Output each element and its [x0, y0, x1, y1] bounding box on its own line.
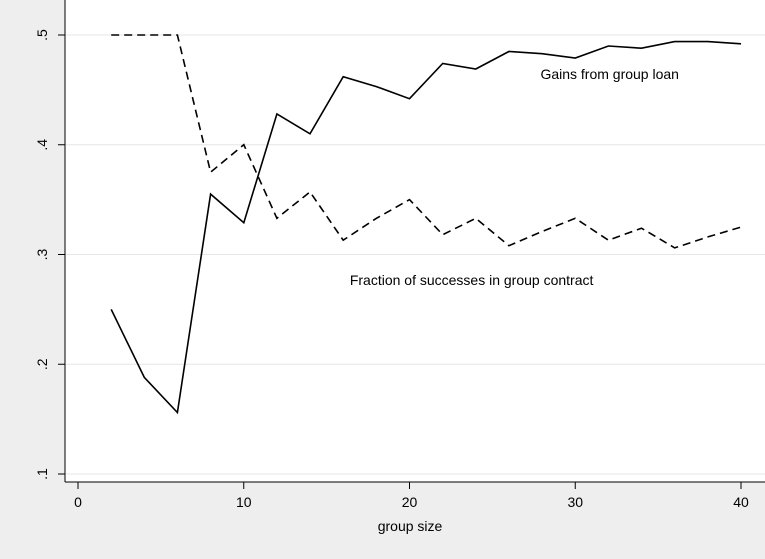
axes	[64, 0, 765, 483]
x-tick-label: 0	[74, 494, 82, 510]
y-tick-label: .2	[34, 358, 50, 370]
x-tick-label: 30	[567, 494, 583, 510]
x-tick-label: 20	[402, 494, 418, 510]
series-line-fraction-of-successes	[111, 34, 742, 249]
y-tick-label: .3	[34, 248, 50, 260]
ticks: .1 .2 .3 .4 .5 0 10 20 30 40	[34, 29, 749, 510]
y-tick-label: .4	[34, 139, 50, 151]
series-line-gains-from-group-loan	[110, 40, 742, 415]
x-tick-label: 40	[733, 494, 749, 510]
annotation-gains-from-group-loan: Gains from group loan	[540, 66, 679, 82]
y-tick-label: .1	[34, 468, 50, 480]
y-tick-label: .5	[34, 29, 50, 41]
plot-area	[65, 0, 765, 482]
x-axis-title: group size	[378, 518, 443, 534]
series-lines	[110, 34, 742, 415]
x-tick-label: 10	[236, 494, 252, 510]
gridlines	[66, 34, 765, 475]
annotation-fraction-of-successes: Fraction of successes in group contract	[350, 272, 594, 288]
